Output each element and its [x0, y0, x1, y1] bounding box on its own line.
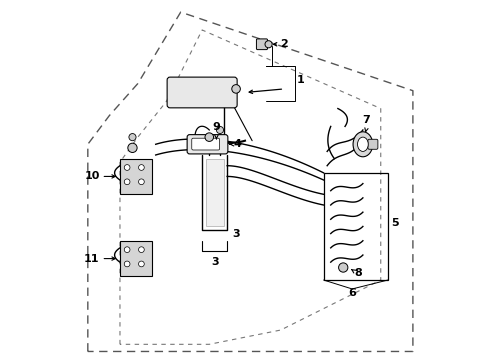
Text: 6: 6: [348, 288, 356, 297]
Circle shape: [129, 134, 136, 141]
FancyBboxPatch shape: [192, 138, 220, 150]
Text: 3: 3: [232, 229, 240, 239]
Circle shape: [124, 165, 130, 170]
Circle shape: [205, 133, 214, 141]
Text: 11: 11: [84, 253, 99, 264]
FancyBboxPatch shape: [187, 135, 228, 154]
Circle shape: [139, 179, 144, 185]
FancyBboxPatch shape: [167, 77, 237, 108]
FancyBboxPatch shape: [368, 139, 378, 149]
Text: 8: 8: [355, 268, 363, 278]
Circle shape: [139, 247, 144, 252]
Circle shape: [139, 165, 144, 170]
Text: 9: 9: [213, 122, 220, 132]
Circle shape: [128, 143, 137, 153]
Text: 2: 2: [280, 39, 288, 49]
Circle shape: [265, 41, 272, 48]
Bar: [206, 158, 223, 226]
Bar: [120, 158, 152, 194]
Ellipse shape: [358, 137, 368, 152]
Text: 1: 1: [297, 75, 305, 85]
Bar: [323, 173, 388, 280]
Circle shape: [217, 126, 223, 134]
Ellipse shape: [353, 132, 373, 157]
Text: 10: 10: [84, 171, 99, 181]
Circle shape: [124, 261, 130, 267]
Circle shape: [339, 263, 348, 272]
Text: 5: 5: [392, 218, 399, 228]
Text: 4: 4: [234, 139, 242, 149]
Circle shape: [124, 247, 130, 252]
Circle shape: [124, 179, 130, 185]
Bar: [120, 241, 152, 276]
Circle shape: [232, 85, 241, 93]
Text: 7: 7: [363, 114, 370, 125]
FancyBboxPatch shape: [256, 39, 268, 50]
Circle shape: [139, 261, 144, 267]
Text: 3: 3: [211, 257, 219, 267]
